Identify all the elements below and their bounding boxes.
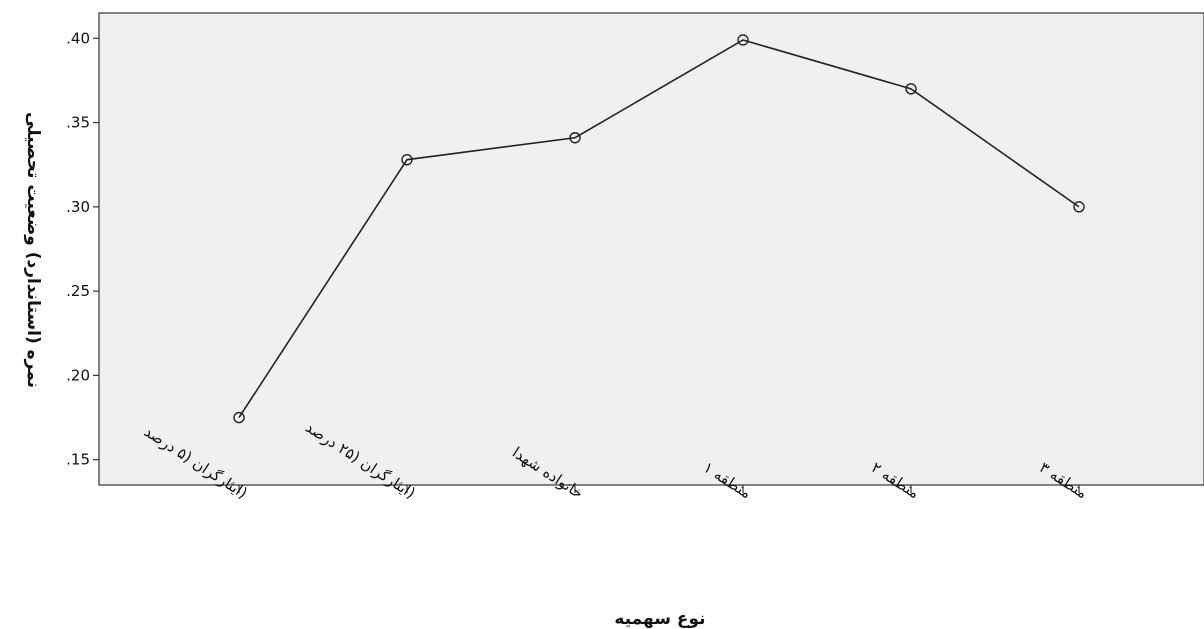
series-line (238, 39, 1080, 419)
data-point (569, 132, 581, 144)
data-point (401, 153, 413, 166)
series-line-group (233, 34, 1085, 424)
data-point (233, 411, 245, 424)
y-tick-label: .30 (66, 198, 90, 216)
x-axis-title: نوع سهمیه (614, 609, 705, 629)
y-tick-label: .15 (66, 451, 90, 469)
y-tick-label: .25 (66, 282, 90, 300)
plot-area (98, 12, 1204, 486)
y-axis-title: نمره (استاندارد) وضعیت تحصیلی (23, 112, 43, 388)
y-axis: .15 .20 .25 .30 .35 .40 (66, 29, 99, 469)
y-tick-label: .40 (66, 29, 90, 47)
y-tick-label: .20 (66, 366, 90, 384)
y-tick-label: .35 (66, 114, 90, 132)
data-point (737, 34, 749, 46)
data-point (1073, 201, 1085, 213)
data-point (905, 83, 917, 95)
